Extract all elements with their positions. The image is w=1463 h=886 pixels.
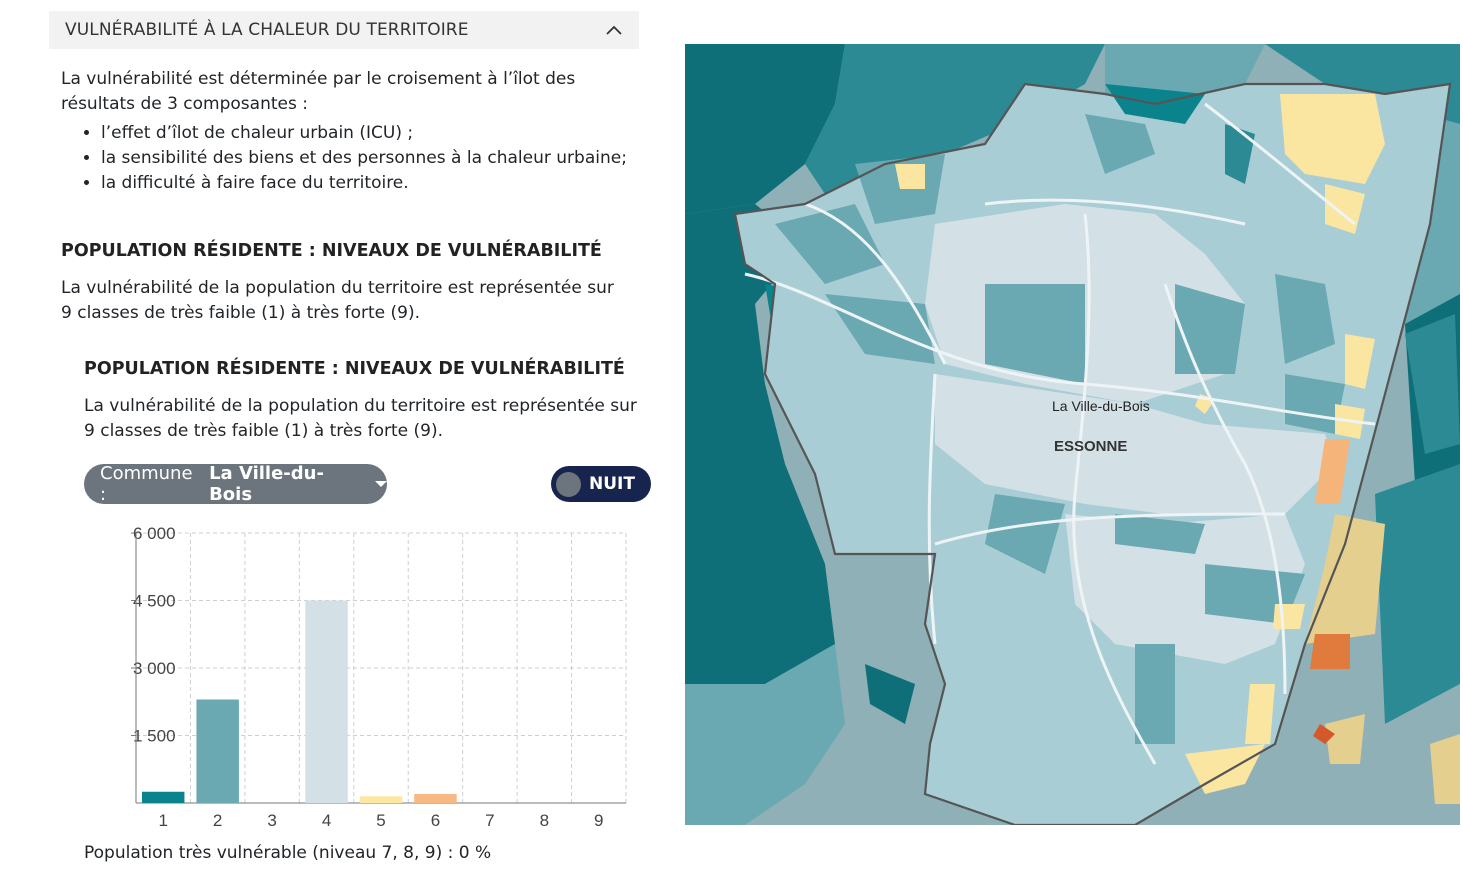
zone-mid-teal [985,284,1085,384]
section-header[interactable]: VULNÉRABILITÉ À LA CHALEUR DU TERRITOIRE [49,11,639,49]
components-list: l’effet d’îlot de chaleur urbain (ICU) ;… [61,121,661,196]
zone-mid-teal [1175,284,1245,374]
bar [305,600,348,803]
commune-prefix: Commune : [100,463,193,505]
y-tick-label: 6 000 [133,524,176,543]
zone-dark-teal [685,204,835,684]
zone-orange [1315,439,1350,504]
zone-mid-teal [825,294,935,364]
night-toggle[interactable]: NUIT [551,466,651,502]
commune-boundary [733,82,1452,825]
commune-value: La Ville-du-Bois [209,463,324,505]
zone-mid-teal [685,644,845,825]
zone-dark-teal [685,44,845,214]
zone-yellow [1185,744,1265,794]
zone-teal [1405,314,1460,454]
zone-mid-teal [775,204,885,284]
section-heading: POPULATION RÉSIDENTE : NIVEAUX DE VULNÉR… [61,241,602,261]
zone-yellow [1245,684,1275,744]
zone-pale [1065,514,1305,664]
x-tick-label: 3 [267,811,276,830]
y-tick-label: 3 000 [133,659,176,678]
x-tick-label: 5 [376,811,385,830]
zone-yellow [1273,604,1305,629]
zone-teal [805,44,1105,194]
zone-red-orange [1313,724,1335,744]
vulnerable-population-text: Population très vulnérable (niveau 7, 8,… [84,843,492,863]
zone-mid-teal [1135,644,1175,744]
zone-khaki [1305,514,1385,644]
list-item: l’effet d’îlot de chaleur urbain (ICU) ; [101,121,661,146]
x-tick-label: 8 [540,811,549,830]
vulnerability-panel: VULNÉRABILITÉ À LA CHALEUR DU TERRITOIRE… [49,11,651,863]
list-item: la difficulté à faire face du territoire… [101,171,661,196]
x-tick-label: 4 [322,811,331,830]
zone-dark-teal [865,664,915,724]
vulnerability-map[interactable]: La Ville-du-Bois ESSONNE [685,44,1460,825]
x-tick-label: 7 [485,811,494,830]
section-title: VULNÉRABILITÉ À LA CHALEUR DU TERRITOIRE [65,20,469,40]
x-tick-label: 9 [594,811,603,830]
map-canvas[interactable]: La Ville-du-Bois ESSONNE [685,44,1460,825]
commune-dropdown[interactable]: Commune : La Ville-du-Bois [84,463,387,505]
zone-dark-orange [1310,634,1350,669]
zone-teal [1375,464,1460,724]
section-description: La vulnérabilité de la population du ter… [61,278,614,323]
zone-yellow [1345,334,1375,389]
widget-description: La vulnérabilité de la population du ter… [84,396,637,441]
bar [142,791,185,803]
road-network [744,102,1376,765]
x-tick-label: 1 [158,811,167,830]
zone-mid-teal [1275,274,1335,364]
zone-grey-teal [1275,644,1460,825]
bar [359,796,403,803]
vulnerability-bar-chart: 6 000 4 500 3 000 1 500 1 2 3 4 5 6 7 8 9 [131,524,627,830]
zone-yellow [895,164,925,189]
y-tick-label: 4 500 [133,592,176,611]
toggle-label: NUIT [589,474,635,494]
department-map-label: ESSONNE [1054,438,1127,455]
commune-map-label: La Ville-du-Bois [1052,398,1150,414]
x-tick-label: 2 [213,811,222,830]
zone-mid-teal [1115,514,1205,554]
zone-mid-teal [985,494,1065,574]
zone-yellow [1280,94,1385,184]
widget-heading: POPULATION RÉSIDENTE : NIVEAUX DE VULNÉR… [84,359,625,379]
bar [196,699,239,803]
x-tick-label: 6 [431,811,440,830]
y-tick-label: 1 500 [133,727,176,746]
zone-pale [935,374,1335,514]
chevron-up-icon[interactable] [605,24,623,36]
bar [414,794,457,803]
zone-yellow [1325,184,1365,234]
list-item: la sensibilité des biens et des personne… [101,146,661,171]
toggle-knob [556,471,581,497]
intro-text: La vulnérabilité est déterminée par le c… [61,69,576,114]
zone-khaki [1430,734,1460,804]
zone-mid-teal [1085,114,1155,174]
caret-down-icon [375,481,387,487]
zone-khaki [1325,714,1365,764]
